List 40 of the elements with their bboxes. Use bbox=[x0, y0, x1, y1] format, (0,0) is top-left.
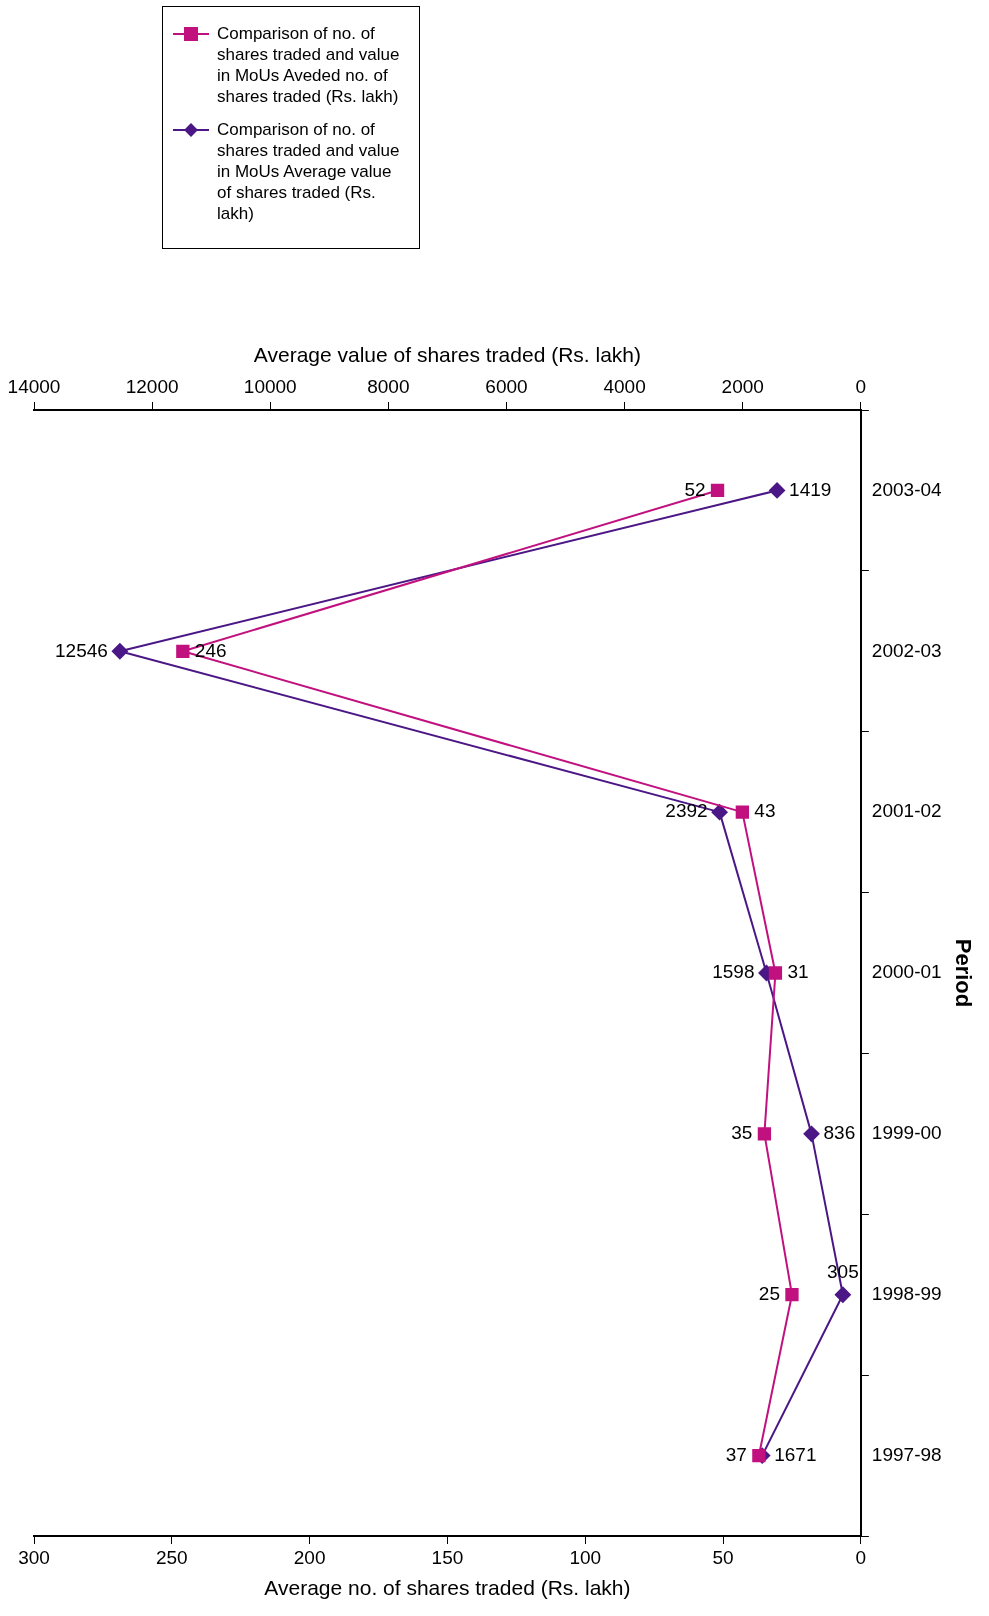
data-label: 836 bbox=[823, 1122, 856, 1144]
x2-tick-label: 0 bbox=[855, 375, 867, 397]
data-label: 2392 bbox=[665, 800, 708, 822]
legend-label: Comparison of no. of shares traded and value in MoUs Aveded no. of shares traded (Rs. lakh) bbox=[217, 23, 401, 107]
data-label: 37 bbox=[725, 1443, 747, 1465]
x2-tick-label: 6000 bbox=[485, 375, 528, 397]
legend-label: Comparison of no. of shares traded and value in MoUs Average value of shares traded (Rs. lakh) bbox=[217, 119, 401, 224]
x-tick-label: 150 bbox=[431, 1546, 464, 1568]
x2-tick-label: 8000 bbox=[367, 375, 410, 397]
x2-tick-label: 4000 bbox=[603, 375, 646, 397]
data-label: 1419 bbox=[789, 478, 832, 500]
data-label: 31 bbox=[787, 961, 809, 983]
data-label: 52 bbox=[684, 478, 706, 500]
y-tick-label: 2003-04 bbox=[871, 478, 943, 500]
x2-tick-label: 10000 bbox=[243, 375, 297, 397]
x-tick-label: 50 bbox=[712, 1546, 734, 1568]
x-tick-label: 250 bbox=[155, 1546, 188, 1568]
x2-tick-label: 12000 bbox=[125, 375, 179, 397]
y-tick-label: 2000-01 bbox=[871, 961, 942, 983]
x2-tick-label: 14000 bbox=[7, 375, 61, 397]
data-label: 12546 bbox=[55, 639, 108, 661]
x2-tick-label: 2000 bbox=[721, 375, 764, 397]
data-label: 1671 bbox=[774, 1443, 817, 1465]
x-axis-title: Average no. of shares traded (Rs. lakh) bbox=[264, 1576, 631, 1600]
y-tick-label: 2002-03 bbox=[871, 639, 942, 661]
data-label: 246 bbox=[194, 639, 227, 661]
y-tick-label: 1999-00 bbox=[871, 1122, 942, 1144]
data-label: 43 bbox=[754, 800, 776, 822]
x-tick-label: 200 bbox=[293, 1546, 326, 1568]
y-tick-label: 1997-98 bbox=[871, 1443, 942, 1465]
y-tick-label: 2001-02 bbox=[871, 800, 942, 822]
x-tick-label: 300 bbox=[18, 1546, 50, 1568]
x2-axis-title: Average value of shares traded (Rs. lakh) bbox=[253, 343, 642, 367]
data-label: 25 bbox=[758, 1282, 780, 1304]
x-tick-label: 100 bbox=[569, 1546, 602, 1568]
data-label: 1598 bbox=[712, 961, 755, 983]
data-label: 35 bbox=[731, 1122, 753, 1144]
y-tick-label: 1998-99 bbox=[871, 1282, 942, 1304]
x-tick-label: 0 bbox=[855, 1546, 867, 1568]
y-axis-title: Period bbox=[950, 938, 976, 1008]
